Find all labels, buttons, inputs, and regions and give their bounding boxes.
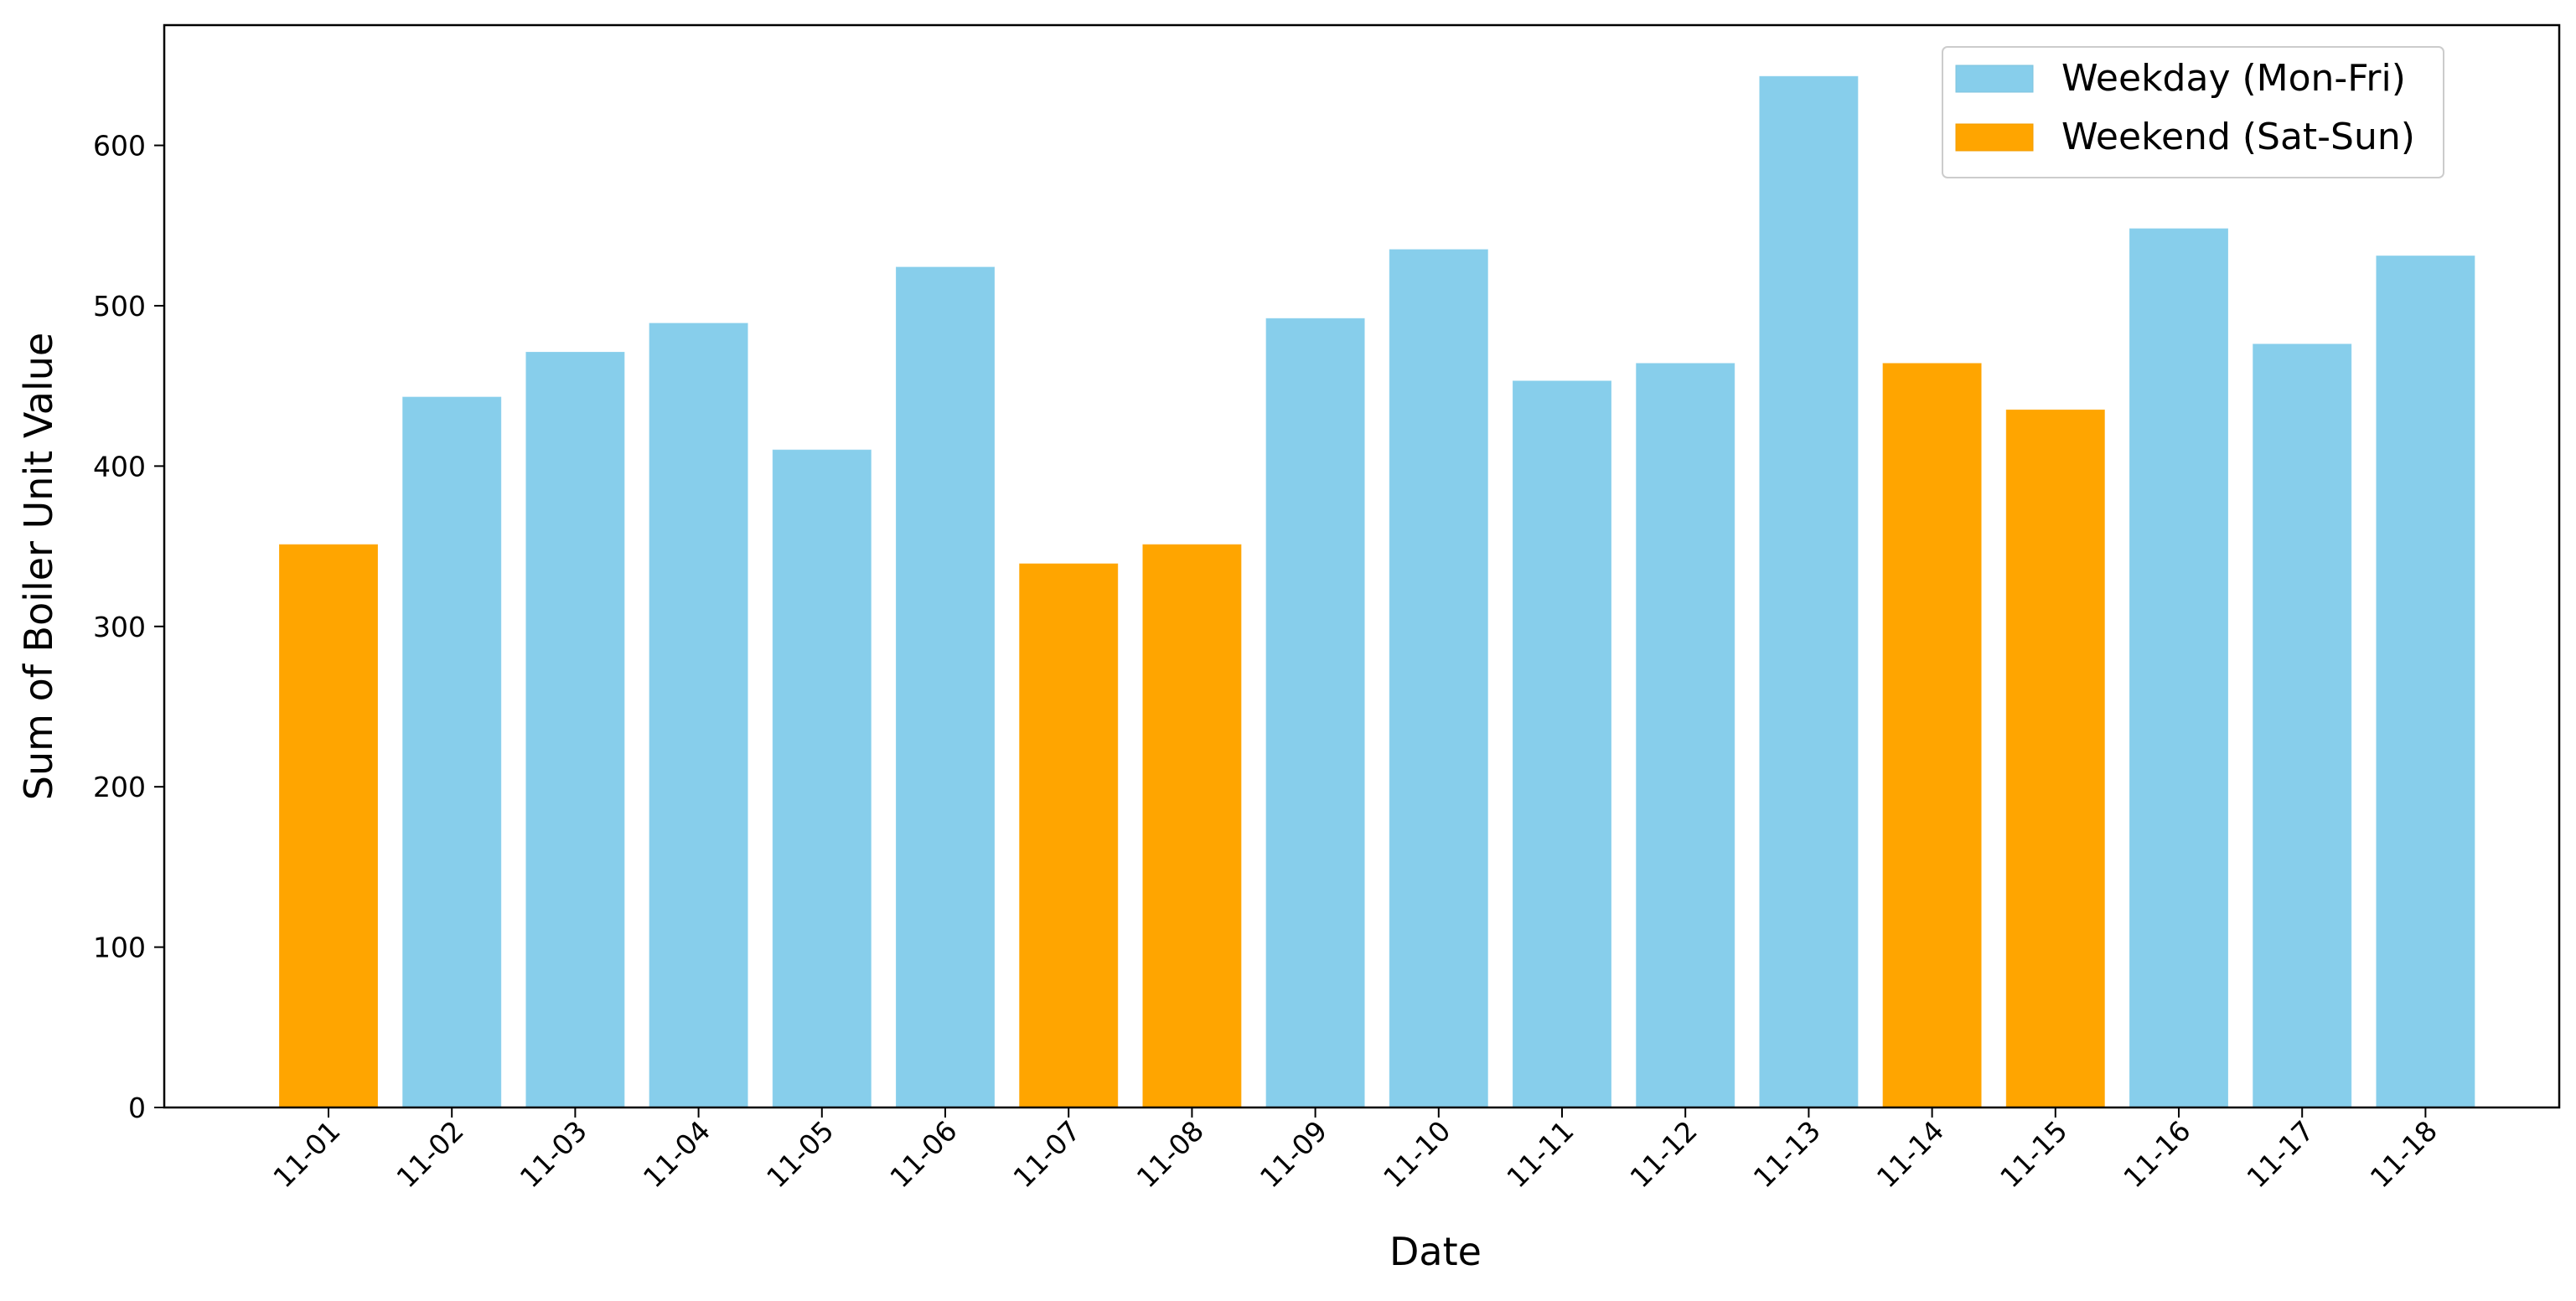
bar-11-02 <box>402 396 502 1108</box>
legend-swatch-weekday <box>1955 65 2034 93</box>
legend-box <box>1942 46 2444 178</box>
y-tick-label: 600 <box>93 130 146 163</box>
y-axis: 0 100 200 300 400 500 600 <box>93 130 164 1124</box>
bar-11-17 <box>2253 343 2352 1108</box>
x-tick-label: 11-11 <box>1500 1114 1580 1194</box>
x-tick-label: 11-02 <box>390 1114 469 1194</box>
bar-11-16 <box>2129 228 2228 1108</box>
bar-11-08 <box>1142 544 1242 1108</box>
bar-11-14 <box>1882 363 1982 1108</box>
bar-11-04 <box>649 323 748 1108</box>
y-tick-label: 100 <box>93 932 146 964</box>
legend-swatch-weekend <box>1955 123 2034 152</box>
y-tick-label: 300 <box>93 611 146 643</box>
legend: Weekday (Mon-Fri) Weekend (Sat-Sun) <box>1942 46 2444 178</box>
x-tick-label: 11-05 <box>760 1114 840 1194</box>
x-tick-label: 11-03 <box>514 1114 593 1194</box>
bar-11-06 <box>896 266 995 1108</box>
bar-11-09 <box>1265 318 1365 1108</box>
bar-11-11 <box>1513 380 1611 1108</box>
x-tick-label: 11-13 <box>1747 1114 1827 1194</box>
x-tick-label: 11-12 <box>1623 1114 1703 1194</box>
x-tick-label: 11-08 <box>1130 1114 1210 1194</box>
x-tick-label: 11-04 <box>637 1114 716 1194</box>
bar-11-13 <box>1759 75 1859 1108</box>
x-tick-label: 11-17 <box>2240 1114 2320 1194</box>
y-tick-label: 500 <box>93 290 146 323</box>
bar-11-15 <box>2005 409 2105 1108</box>
x-tick-label: 11-09 <box>1254 1114 1333 1194</box>
x-tick-label: 11-01 <box>266 1114 346 1194</box>
bar-11-03 <box>525 352 625 1108</box>
x-tick-label: 11-10 <box>1377 1114 1456 1194</box>
x-tick-label: 11-18 <box>2364 1114 2444 1194</box>
bar-11-12 <box>1636 363 1735 1108</box>
y-tick-label: 0 <box>128 1092 146 1124</box>
y-tick-label: 200 <box>93 771 146 803</box>
bar-11-18 <box>2376 256 2475 1108</box>
plot-frame <box>163 23 2561 1109</box>
y-tick-label: 400 <box>93 450 146 483</box>
y-axis-label: Sum of Boiler Unit Value <box>16 333 61 800</box>
bars <box>279 75 2475 1108</box>
x-tick-label: 11-06 <box>883 1114 963 1194</box>
legend-label-weekend: Weekend (Sat-Sun) <box>2061 116 2415 158</box>
x-tick-label: 11-15 <box>1994 1114 2073 1194</box>
x-tick-label: 11-14 <box>1870 1114 1950 1194</box>
bar-11-05 <box>772 449 872 1108</box>
x-axis: 11-01 11-02 11-03 11-04 11-05 11-06 11-07 11-08… <box>266 1107 2444 1194</box>
legend-label-weekday: Weekday (Mon-Fri) <box>2061 57 2406 100</box>
bar-11-07 <box>1019 563 1119 1108</box>
x-tick-label: 11-16 <box>2117 1114 2196 1194</box>
bar-11-10 <box>1389 249 1488 1108</box>
x-axis-label: Date <box>1389 1229 1482 1274</box>
bar-11-01 <box>279 544 378 1108</box>
x-tick-label: 11-07 <box>1006 1114 1086 1194</box>
